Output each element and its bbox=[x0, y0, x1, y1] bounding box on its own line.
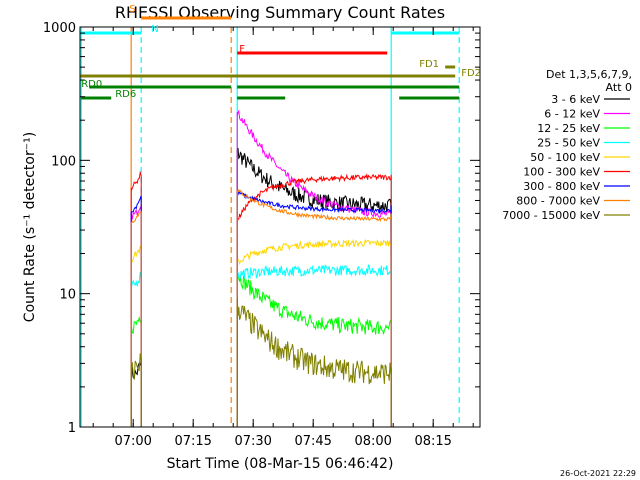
x-axis-label: Start Time (08-Mar-15 06:46:42) bbox=[167, 456, 394, 472]
flag-label-s: S bbox=[129, 4, 135, 15]
flag-label-n: N bbox=[151, 24, 158, 35]
y-tick-label-3: 1000 bbox=[43, 21, 76, 36]
legend-entry-label-7: 800 - 7000 keV bbox=[516, 195, 600, 208]
flag-label-fd1: FD1 bbox=[419, 59, 439, 70]
flag-label-f: F bbox=[239, 44, 245, 55]
plot-frame bbox=[79, 26, 481, 428]
flag-label-rd0: RD0 bbox=[81, 79, 102, 90]
legend-header-line1: Det 1,3,5,6,7,9, bbox=[546, 68, 632, 81]
series-line-8 bbox=[130, 297, 392, 427]
x-tick-label-0: 07:00 bbox=[114, 434, 151, 449]
legend-entry-label-3: 25 - 50 keV bbox=[537, 137, 600, 150]
legend-entry-label-8: 7000 - 15000 keV bbox=[502, 209, 600, 222]
x-tick-label-4: 08:00 bbox=[354, 434, 391, 449]
flag-bars bbox=[80, 16, 460, 100]
y-tick-label-1: 10 bbox=[59, 288, 76, 303]
series-line-7 bbox=[130, 188, 392, 427]
legend-entry-label-0: 3 - 6 keV bbox=[551, 93, 600, 106]
legend-entry-label-4: 50 - 100 keV bbox=[530, 151, 600, 164]
flag-label-fd2: FD2 bbox=[461, 68, 481, 79]
legend-header-line2: Att 0 bbox=[606, 81, 632, 94]
y-tick-label-0: 1 bbox=[68, 421, 76, 436]
legend-entry-label-2: 12 - 25 keV bbox=[537, 122, 600, 135]
flag-label-rd6: RD6 bbox=[115, 89, 136, 100]
x-tick-label-2: 07:30 bbox=[234, 434, 271, 449]
legend: Det 1,3,5,6,7,9, Att 0 3 - 6 keV 6 - 12 k… bbox=[502, 68, 632, 222]
flag-labels: S N F FD1 FD2 RD0 RD6 bbox=[81, 4, 481, 100]
x-axis-ticks: 07:00 07:15 07:30 07:45 08:00 08:15 bbox=[92, 27, 474, 449]
x-tick-label-5: 08:15 bbox=[414, 434, 451, 449]
legend-entry-label-6: 300 - 800 keV bbox=[523, 180, 600, 193]
legend-entry-label-5: 100 - 300 keV bbox=[523, 166, 600, 179]
series-line-6 bbox=[130, 189, 392, 427]
y-axis-label: Count Rate (s⁻¹ detector⁻¹) bbox=[22, 132, 38, 322]
y-tick-label-2: 100 bbox=[51, 154, 76, 169]
series-line-5 bbox=[130, 170, 392, 427]
series-lines bbox=[130, 109, 392, 427]
x-tick-label-3: 07:45 bbox=[294, 434, 331, 449]
legend-entry-label-1: 6 - 12 keV bbox=[544, 108, 600, 121]
y-axis-ticks: 1 10 100 1000 bbox=[43, 21, 480, 436]
timestamp: 26-Oct-2021 22:29 bbox=[560, 469, 636, 478]
plot-area bbox=[80, 16, 460, 427]
x-tick-label-1: 07:15 bbox=[174, 434, 211, 449]
